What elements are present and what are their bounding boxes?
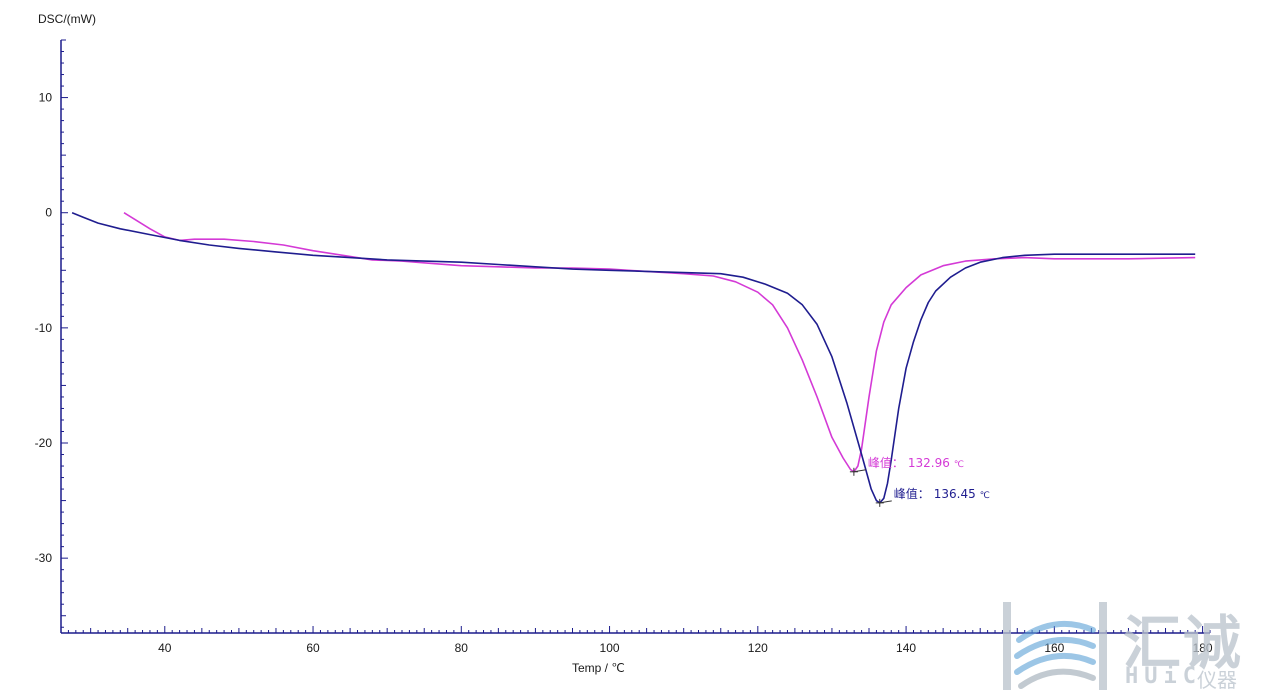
logo-icon <box>1003 602 1107 690</box>
peak-label: 峰值： <box>894 486 930 501</box>
brand-english: HUiC <box>1125 664 1202 689</box>
y-tick-label: -10 <box>35 321 53 335</box>
x-tick-label: 120 <box>748 641 768 655</box>
y-tick-label: -20 <box>35 436 53 450</box>
x-tick-label: 140 <box>896 641 916 655</box>
x-tick-label: 60 <box>306 641 320 655</box>
peak-value: 132.96 <box>908 456 950 470</box>
peak-label: 峰值： <box>868 455 904 470</box>
brand-watermark: 汇诚 HUiC 仪器 <box>1001 600 1263 692</box>
x-tick-label: 100 <box>600 641 620 655</box>
brand-sub: 仪器 <box>1197 668 1237 692</box>
peak-value: 136.45 <box>934 487 976 501</box>
series-line-1 <box>123 212 1196 473</box>
x-tick-label: 40 <box>158 641 172 655</box>
x-tick-label: 80 <box>455 641 469 655</box>
peak-leader <box>853 469 866 473</box>
x-axis-title: Temp / ℃ <box>572 661 625 675</box>
y-tick-label: -30 <box>35 551 53 565</box>
peak-unit: ℃ <box>954 460 964 470</box>
y-tick-label: 0 <box>45 206 52 220</box>
annotations: 峰值： 132.96 ℃ 峰值： 136.45 ℃ <box>849 455 990 507</box>
peak-annotation: 峰值： 132.96 ℃ <box>868 455 964 470</box>
x-tick-label: 180 <box>1193 641 1213 655</box>
series-layer <box>71 211 1196 504</box>
y-tick-label: 10 <box>39 91 53 105</box>
axes <box>60 40 1210 634</box>
y-axis-title: DSC/(mW) <box>38 12 96 26</box>
peak-unit: ℃ <box>980 491 990 501</box>
brand-chinese: 汇诚 <box>1123 609 1244 677</box>
peak-leader <box>879 500 892 504</box>
series-line-2 <box>71 211 1196 504</box>
peak-annotation: 峰值： 136.45 ℃ <box>894 486 990 501</box>
